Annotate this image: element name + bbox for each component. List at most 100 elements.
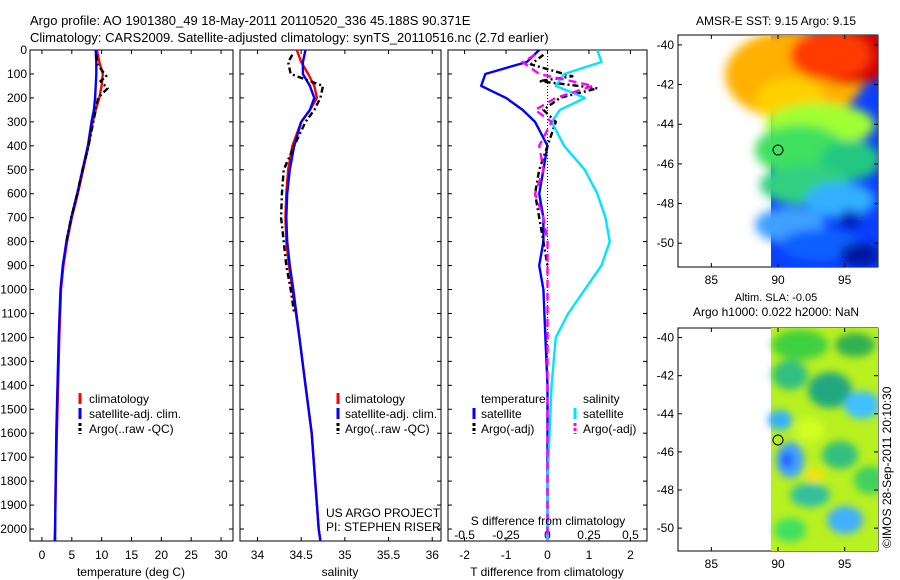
top-tick-label: 0.5: [622, 528, 639, 542]
y-tick-label: 900: [7, 259, 27, 273]
sla-map-title-line1: Altim. SLA: -0.05: [735, 292, 818, 304]
y-tick-label: 1700: [0, 450, 27, 464]
map-y-tick-label: -46: [657, 157, 675, 171]
y-tick-label: 1400: [0, 378, 27, 392]
series-line-s-argo: [521, 53, 595, 541]
pi-label: PI: STEPHEN RISER: [326, 520, 441, 534]
y-tick-label: 600: [7, 187, 27, 201]
temperature-legend-sat: satellite-adj. clim.: [89, 407, 181, 421]
series-line-satellite: [285, 49, 322, 542]
y-tick-label: 1200: [0, 330, 27, 344]
map-y-tick-label: -48: [657, 483, 675, 497]
map-x-tick-label: 90: [771, 557, 785, 571]
argo-float-marker: [772, 434, 784, 446]
map-y-tick-label: -42: [657, 369, 675, 383]
series-line-s-satellite: [546, 49, 611, 541]
x-tick-label: 5: [68, 548, 75, 562]
x-tick-label: 34.5: [289, 548, 313, 562]
x-tick-label: 10: [95, 548, 109, 562]
difference-legend-ssat: satellite: [583, 407, 624, 421]
difference-legend-sal-title: salinity: [583, 392, 620, 406]
argo-float-marker: [772, 144, 784, 156]
x-tick-label: 0: [39, 548, 46, 562]
series-line-argo: [279, 54, 325, 314]
sla-map-title-line2: Argo h1000: 0.022 h2000: NaN: [693, 305, 859, 319]
difference-legend-sargo: Argo(-adj): [583, 422, 636, 436]
y-tick-label: 300: [7, 115, 27, 129]
x-tick-label: 35.5: [377, 548, 401, 562]
y-tick-label: 700: [7, 211, 27, 225]
x-tick-label: 0: [544, 548, 551, 562]
series-line-argo: [65, 54, 109, 242]
difference-legend: temperature salinity satellite Argo(-adj…: [472, 392, 636, 436]
map-y-tick-label: -50: [657, 236, 675, 250]
difference-legend-temp-title: temperature: [481, 392, 546, 406]
x-tick-label: 36: [426, 548, 440, 562]
map-x-tick-label: 85: [705, 273, 719, 287]
y-tick-label: 0: [20, 43, 27, 57]
x-tick-label: 30: [214, 548, 228, 562]
y-tick-label: 1600: [0, 426, 27, 440]
temperature-legend-clim: climatology: [89, 392, 149, 406]
map-x-tick-label: 95: [838, 273, 852, 287]
y-tick-label: 500: [7, 163, 27, 177]
salinity-panel: 34 34.5 35 35.5 36 salinity climatology sate…: [239, 49, 442, 579]
map-x-tick-label: 95: [838, 557, 852, 571]
map-x-tick-label: 90: [771, 273, 785, 287]
y-tick-label: 800: [7, 235, 27, 249]
y-tick-label: 1900: [0, 498, 27, 512]
difference-legend-tsat: satellite: [481, 407, 522, 421]
x-tick-label: 35: [338, 548, 352, 562]
salinity-xlabel: salinity: [322, 565, 359, 579]
y-tick-label: 1300: [0, 354, 27, 368]
difference-toplabel: S difference from climatology: [471, 514, 626, 528]
figure-title-line2: Climatology: CARS2009. Satellite-adjuste…: [30, 30, 549, 45]
salinity-legend: climatology satellite-adj. clim. Argo(..…: [336, 392, 437, 436]
y-tick-label: 1100: [1, 306, 27, 320]
y-tick-label: 1000: [0, 283, 27, 297]
x-tick-label: 2: [627, 548, 634, 562]
difference-xlabel: T difference from climatology: [470, 565, 624, 579]
top-tick-label: -0.25: [492, 528, 520, 542]
map-y-tick-label: -48: [657, 197, 675, 211]
temperature-xlabel: temperature (deg C): [77, 565, 185, 579]
difference-panel: -2 -1 0 1 2-0.5 -0.25 0 0.25 0.5 T difference fr…: [447, 49, 648, 579]
map-x-tick-label: 85: [705, 557, 719, 571]
map-y-tick-label: -40: [657, 331, 675, 345]
top-tick-label: -0.5: [454, 528, 475, 542]
map-y-tick-label: -44: [657, 407, 675, 421]
x-tick-label: 20: [155, 548, 169, 562]
map-y-tick-label: -50: [657, 521, 675, 535]
x-tick-label: -2: [459, 548, 470, 562]
y-tick-label: 1500: [0, 402, 27, 416]
map-y-tick-label: -46: [657, 445, 675, 459]
y-tick-label: 200: [7, 91, 27, 105]
difference-plot: -2 -1 0 1 2-0.5 -0.25 0 0.25 0.5: [448, 49, 647, 562]
salinity-legend-argo: Argo(..raw -QC): [345, 422, 430, 436]
project-label: US ARGO PROJECT: [326, 506, 441, 520]
series-line-t-argo: [529, 53, 599, 266]
sst-map-ticks: 85 90 95 -40 -42 -44 -46 -48 -50: [657, 35, 878, 287]
map-y-tick-label: -44: [657, 117, 675, 131]
temperature-axes: [29, 49, 234, 542]
y-tick-label: 2000: [0, 522, 27, 536]
salinity-plot: 34 34.5 35 35.5 36: [240, 49, 441, 562]
series-line-satellite: [53, 49, 98, 541]
y-tick-label: 1800: [0, 474, 27, 488]
y-tick-label: 400: [7, 139, 27, 153]
salinity-legend-clim: climatology: [345, 392, 405, 406]
difference-legend-targo: Argo(-adj): [481, 422, 534, 436]
temperature-legend-argo: Argo(..raw -QC): [89, 422, 174, 436]
x-tick-label: 15: [125, 548, 139, 562]
series-line-t-satellite: [480, 49, 549, 541]
imos-timestamp: ©IMOS 28-Sep-2011 20:10:30: [880, 386, 894, 548]
map-y-tick-label: -42: [657, 78, 675, 92]
sla-map-panel: Altim. SLA: -0.05 Argo h1000: 0.022 h200…: [657, 292, 879, 571]
figure-title-line1: Argo profile: AO 1901380_49 18-May-2011 …: [30, 13, 471, 28]
sst-map-title: AMSR-E SST: 9.15 Argo: 9.15: [696, 14, 856, 28]
sla-map-ticks: 85 90 95 -40 -42 -44 -46 -48 -50: [657, 328, 878, 571]
x-tick-label: 25: [185, 548, 199, 562]
x-tick-label: 1: [586, 548, 593, 562]
sla-heatmap: [768, 328, 878, 551]
